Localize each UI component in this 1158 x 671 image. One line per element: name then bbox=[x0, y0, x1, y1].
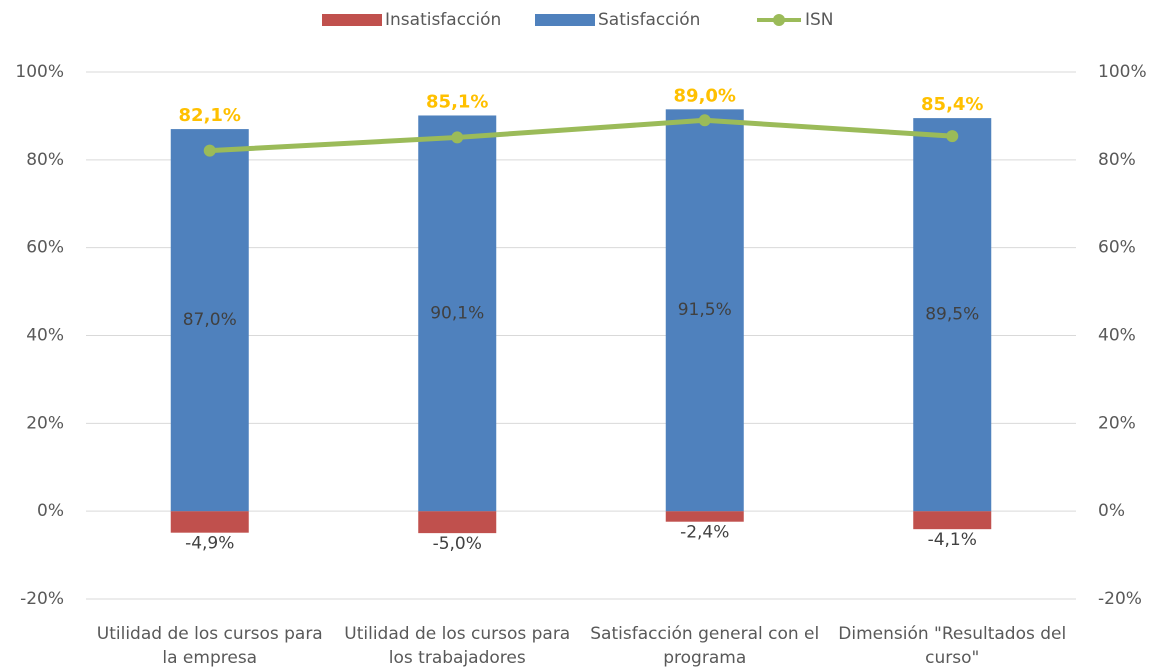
bar bbox=[418, 115, 497, 512]
legend-swatch bbox=[773, 14, 785, 26]
y2-tick-label: 100% bbox=[1098, 62, 1147, 82]
data-label: -4,1% bbox=[928, 530, 977, 550]
y-tick-label: 60% bbox=[26, 238, 64, 258]
bar bbox=[418, 511, 497, 534]
data-label: -5,0% bbox=[433, 534, 482, 554]
y-tick-label: 20% bbox=[26, 413, 64, 433]
data-label: 90,1% bbox=[430, 303, 484, 323]
legend-label: Satisfacción bbox=[598, 10, 700, 30]
x-tick-label: Utilidad de los cursos para la empresa bbox=[96, 624, 323, 668]
y-tick-label: -20% bbox=[20, 589, 64, 609]
line-marker bbox=[946, 130, 959, 143]
x-tick-label: Utilidad de los cursos para los trabajad… bbox=[344, 624, 571, 668]
data-label: 85,4% bbox=[921, 94, 983, 115]
data-label: -4,9% bbox=[185, 534, 234, 554]
y2-tick-label: 0% bbox=[1098, 501, 1125, 521]
bar bbox=[913, 511, 992, 530]
line-marker bbox=[203, 144, 216, 157]
bar bbox=[913, 118, 992, 512]
y-tick-label: 80% bbox=[26, 150, 64, 170]
x-tick-label: Satisfacción general con el programa bbox=[590, 624, 820, 668]
legend-swatch bbox=[322, 14, 382, 26]
y2-tick-label: 40% bbox=[1098, 326, 1136, 346]
data-label: 89,0% bbox=[674, 85, 736, 106]
x-tick-label: Dimensión "Resultados del curso" bbox=[838, 624, 1067, 668]
y-tick-label: 0% bbox=[37, 501, 64, 521]
data-label: 89,5% bbox=[925, 305, 979, 325]
legend-label: Insatisfacción bbox=[385, 10, 501, 30]
y-tick-label: 100% bbox=[15, 62, 64, 82]
y2-tick-label: 60% bbox=[1098, 238, 1136, 258]
line-marker bbox=[698, 114, 711, 127]
data-label: 91,5% bbox=[678, 300, 732, 320]
data-label: -2,4% bbox=[680, 523, 729, 543]
bar bbox=[170, 129, 249, 512]
y-tick-label: 40% bbox=[26, 326, 64, 346]
data-label: 87,0% bbox=[183, 310, 237, 330]
legend-swatch bbox=[535, 14, 595, 26]
line-marker bbox=[451, 131, 464, 144]
line bbox=[209, 117, 953, 154]
bar bbox=[665, 109, 744, 512]
legend-label: ISN bbox=[805, 10, 834, 30]
y2-tick-label: 20% bbox=[1098, 413, 1136, 433]
data-label: 85,1% bbox=[426, 91, 488, 112]
bar bbox=[170, 511, 249, 533]
data-label: 82,1% bbox=[179, 105, 241, 126]
y2-tick-label: -20% bbox=[1098, 589, 1142, 609]
bar bbox=[665, 511, 744, 522]
y2-tick-label: 80% bbox=[1098, 150, 1136, 170]
